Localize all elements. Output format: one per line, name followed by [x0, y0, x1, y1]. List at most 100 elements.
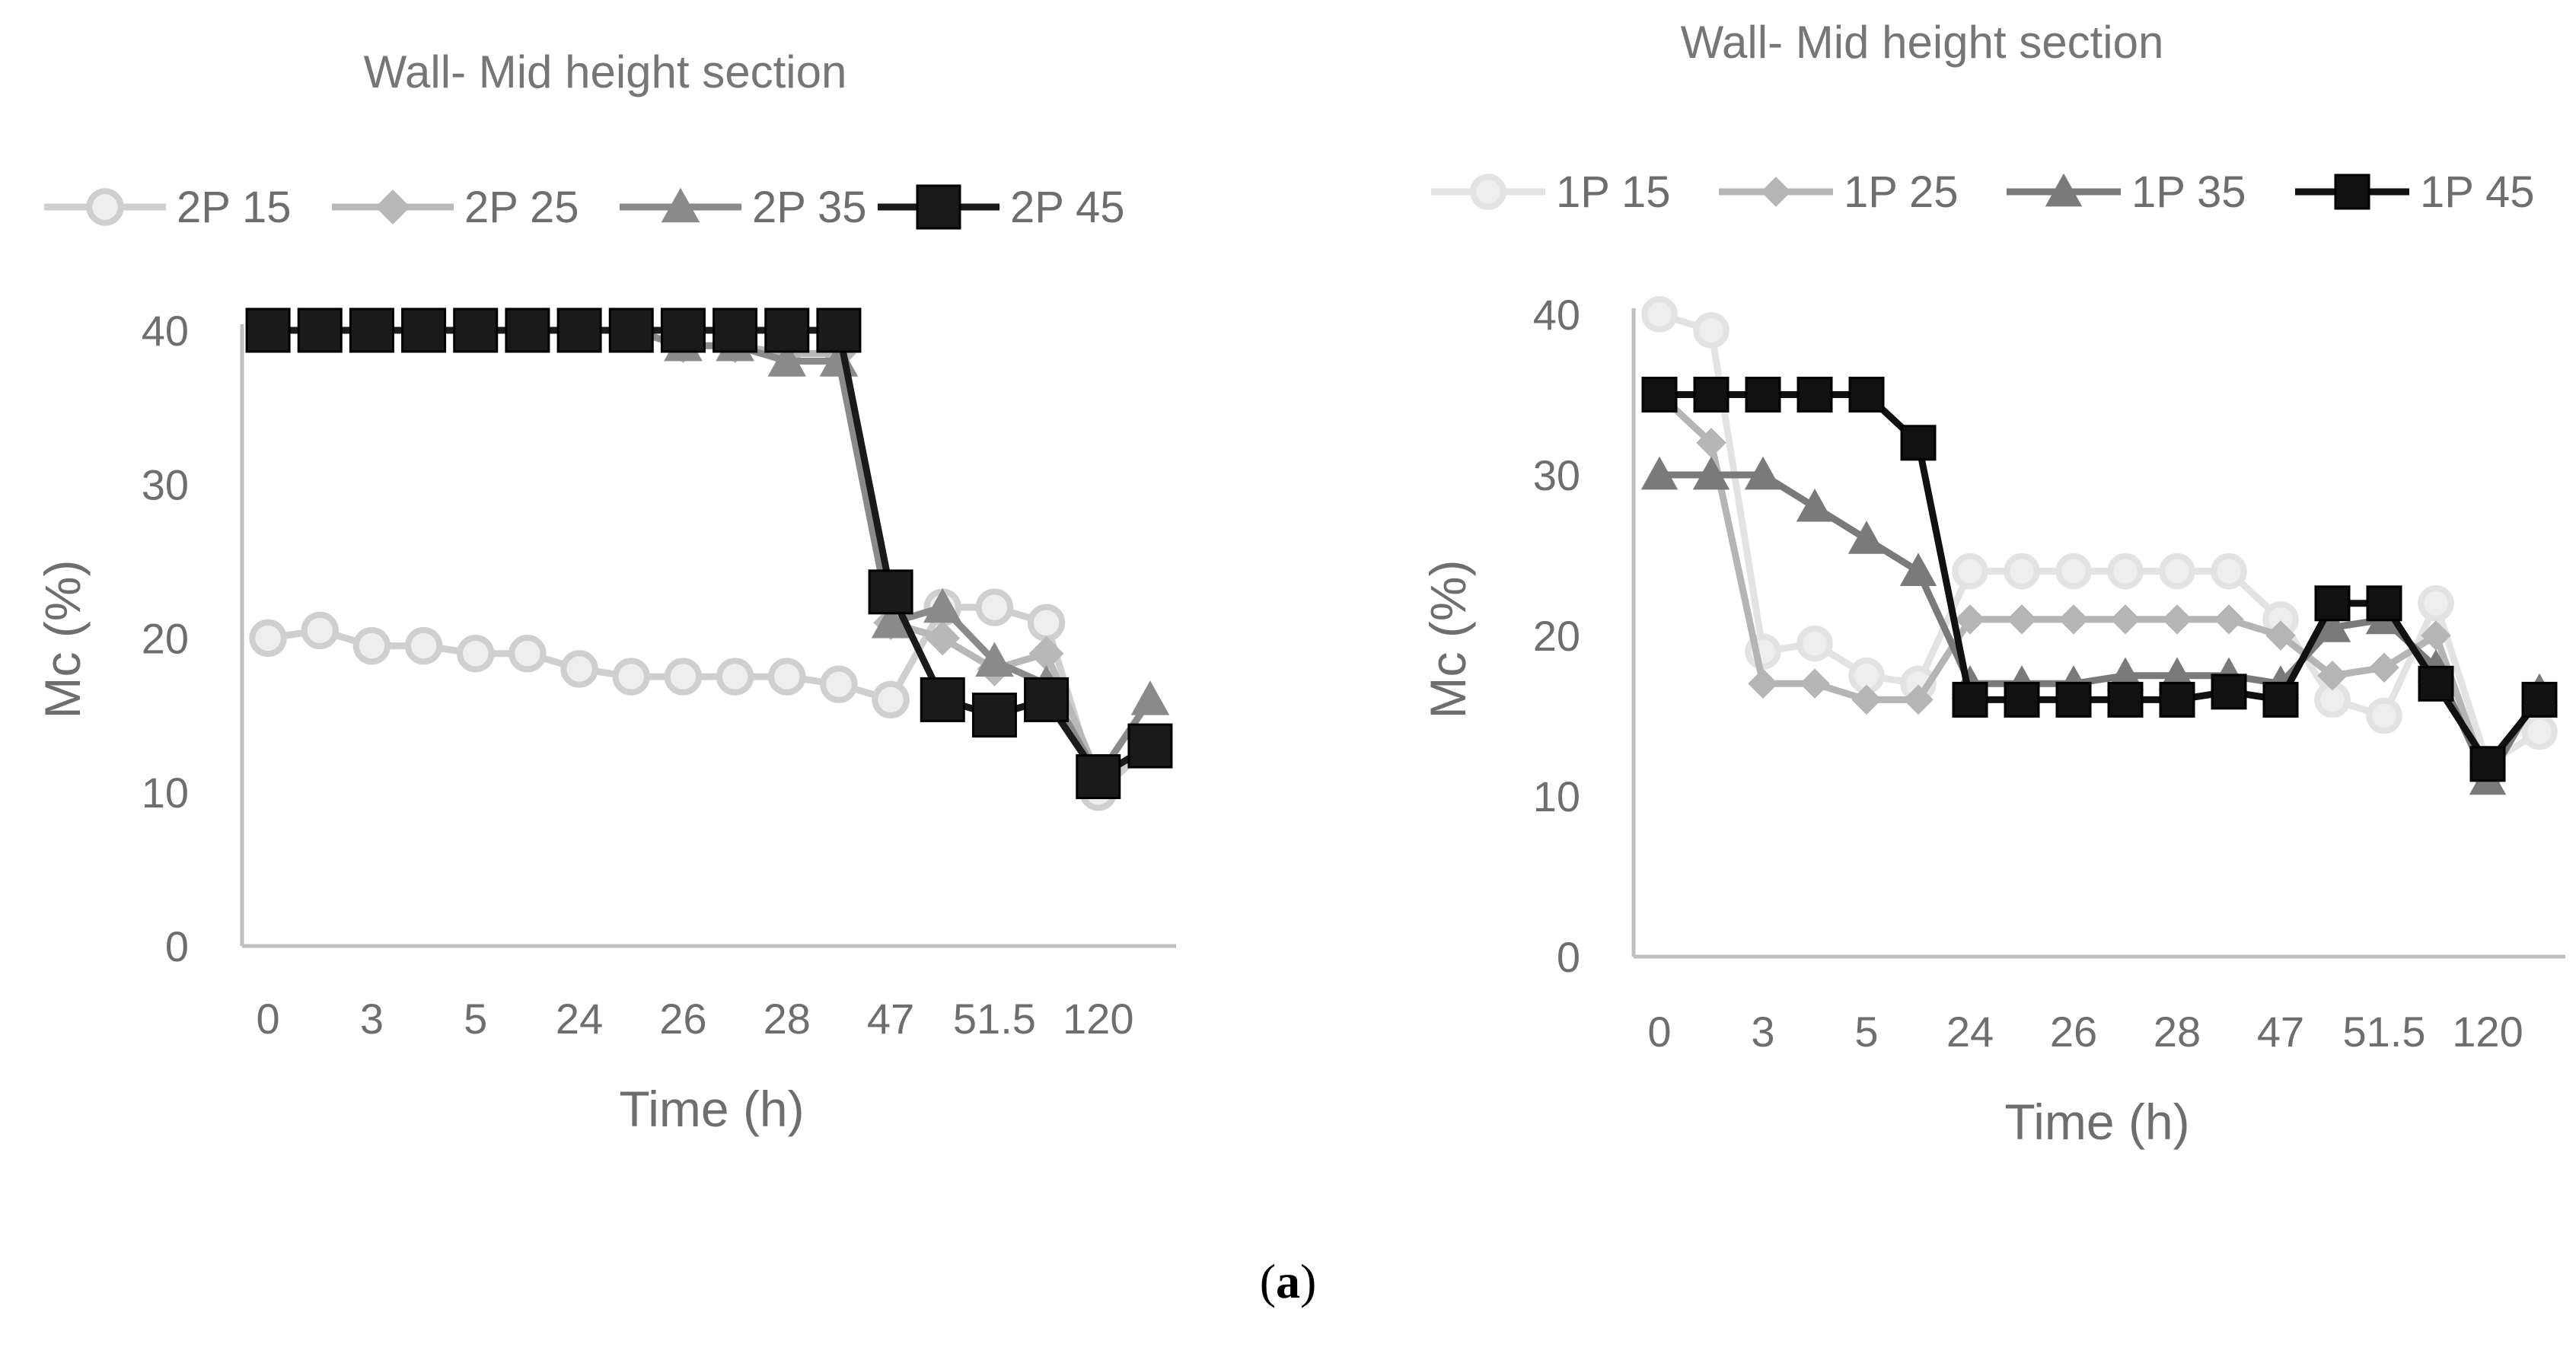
data-point — [608, 307, 654, 353]
data-point — [556, 307, 602, 353]
data-point — [764, 307, 810, 353]
data-point — [1955, 604, 1985, 635]
data-point — [1848, 521, 1886, 554]
legend-item: 2P 25 — [332, 183, 579, 232]
data-point — [868, 569, 913, 615]
x-tick-label: 5 — [1854, 1008, 1878, 1056]
legend-marker-diamond-icon — [1761, 177, 1791, 207]
y-tick-label: 40 — [1533, 291, 1580, 339]
data-point — [971, 693, 1017, 738]
series-1p-45 — [1641, 377, 2558, 782]
y-tick-label: 20 — [1533, 612, 1580, 660]
data-point — [349, 307, 394, 353]
x-tick-label: 51.5 — [2343, 1008, 2426, 1056]
legend-label: 1P 35 — [2131, 167, 2246, 217]
data-point — [2159, 553, 2195, 590]
series-line — [268, 326, 1153, 781]
x-tick-label: 47 — [867, 995, 914, 1043]
data-point — [2055, 681, 2092, 718]
data-point — [1024, 677, 1070, 722]
chart-title: Wall- Mid height section — [1681, 17, 2164, 68]
data-point — [2211, 674, 2247, 710]
data-point — [2366, 697, 2402, 734]
legend-marker-square-icon — [2334, 174, 2370, 210]
data-point — [920, 677, 965, 722]
data-point — [1952, 681, 1988, 718]
figure-caption: (a) — [1260, 1254, 1317, 1308]
data-point — [2469, 746, 2506, 782]
data-point — [1692, 456, 1730, 490]
data-point — [716, 658, 754, 696]
data-point — [1797, 377, 1833, 412]
data-point — [505, 307, 550, 353]
x-axis-label: Time (h) — [619, 1081, 804, 1137]
x-tick-label: 47 — [2257, 1008, 2304, 1056]
legend-marker-triangle-icon — [2045, 173, 2083, 207]
data-point — [404, 626, 443, 665]
data-point — [925, 620, 961, 656]
data-point — [975, 642, 1014, 677]
data-point — [1848, 377, 1885, 412]
series-1p-35 — [1640, 456, 2558, 795]
data-point — [664, 658, 703, 696]
x-tick-label: 24 — [1946, 1008, 1994, 1056]
data-point — [2265, 620, 2296, 651]
data-point — [2366, 585, 2402, 622]
chart-right: Wall- Mid height section 1P 15 1P 25 1P 35 1… — [1420, 17, 2565, 1150]
data-point — [1640, 456, 1679, 490]
legend-label: 2P 25 — [464, 183, 579, 232]
legend-marker-diamond-icon — [375, 190, 410, 225]
data-point — [612, 658, 650, 696]
data-point — [1800, 668, 1830, 699]
data-point — [1851, 684, 1882, 715]
chart-left: Wall- Mid height section 2P 15 2P 25 2P 35 2… — [34, 46, 1176, 1137]
caption-letter: a — [1276, 1254, 1300, 1308]
legend-label: 1P 25 — [1844, 167, 1959, 217]
data-point — [768, 658, 806, 696]
data-point — [2262, 681, 2299, 718]
data-point — [1745, 377, 1781, 412]
data-point — [457, 635, 495, 673]
data-point — [1899, 553, 1937, 586]
y-axis-label: Mc (%) — [1420, 560, 1476, 719]
legend-item: 2P 45 — [878, 183, 1125, 232]
data-point — [1693, 312, 1730, 349]
y-tick-label: 10 — [1533, 772, 1580, 820]
y-axis-label: Mc (%) — [34, 560, 91, 719]
data-point — [560, 650, 598, 688]
series-1p-15 — [1641, 296, 2558, 782]
data-point — [245, 307, 291, 353]
legend-item: 1P 35 — [2007, 167, 2246, 217]
caption-close: ) — [1300, 1254, 1316, 1308]
data-point — [1696, 428, 1726, 458]
data-point — [249, 619, 287, 658]
data-point — [2418, 665, 2454, 702]
x-tick-label: 24 — [556, 995, 603, 1043]
caption-open: ( — [1260, 1254, 1276, 1308]
x-tick-label: 26 — [659, 995, 706, 1043]
data-point — [1900, 425, 1937, 461]
data-point — [2317, 660, 2348, 691]
data-point — [660, 307, 706, 353]
data-point — [2058, 604, 2089, 635]
data-point — [1130, 680, 1170, 715]
data-point — [2110, 604, 2141, 635]
data-point — [1796, 489, 1834, 522]
data-point — [2007, 604, 2037, 635]
data-point — [1028, 635, 1064, 671]
data-point — [871, 603, 910, 639]
data-point — [453, 307, 499, 353]
data-point — [1027, 604, 1066, 642]
x-tick-label: 26 — [2050, 1008, 2097, 1056]
y-tick-label: 10 — [142, 769, 189, 817]
x-tick-label: 120 — [1063, 995, 1133, 1043]
x-tick-label: 5 — [464, 995, 487, 1043]
y-tick-label: 40 — [142, 307, 189, 355]
data-point — [2214, 604, 2244, 635]
legend-label: 2P 35 — [752, 183, 867, 232]
data-point — [2004, 681, 2040, 718]
legend-item: 1P 15 — [1431, 167, 1671, 217]
legend-label: 1P 15 — [1556, 167, 1671, 217]
legend-item: 2P 35 — [620, 183, 867, 232]
data-point — [2314, 585, 2351, 622]
